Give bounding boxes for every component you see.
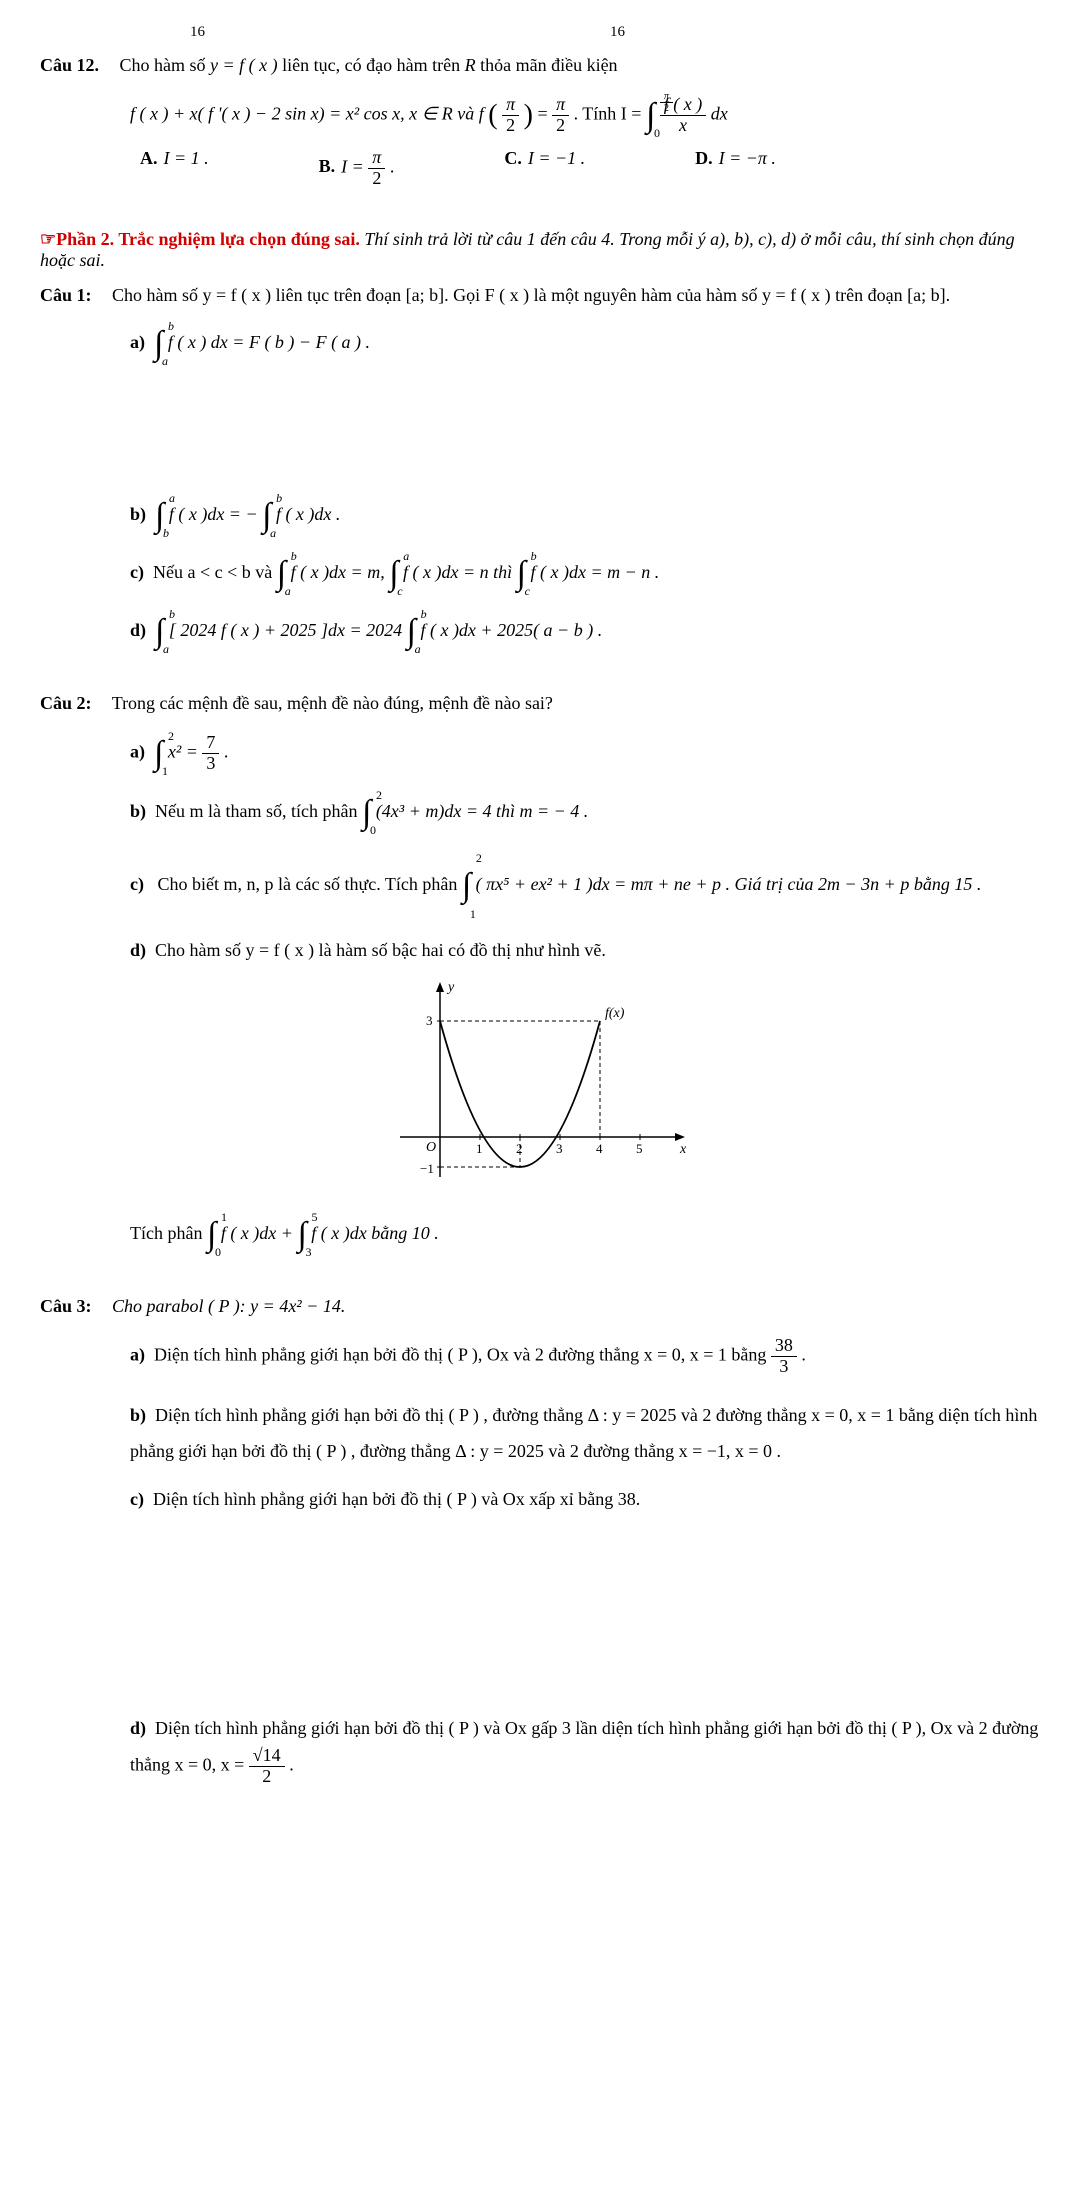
eq-sign: = — [537, 104, 552, 124]
c2-a: a) ∫21 x² = 73 . — [130, 733, 1040, 774]
c3: Câu 3: Cho parabol ( P ): y = 4x² − 14. — [40, 1290, 1040, 1322]
c1-a: a) ∫ba f ( x ) dx = F ( b ) − F ( a ) . — [130, 325, 1040, 363]
q12-optC: C.I = −1 . — [504, 148, 585, 189]
q12-options: A.I = 1 . B.I = π2 . C.I = −1 . D.I = −π… — [140, 148, 1040, 189]
svg-text:x: x — [679, 1142, 687, 1157]
q12-dx: dx — [711, 104, 728, 124]
frac-pi2-2: π2 — [552, 95, 569, 136]
graph: y x O 1 2 3 4 5 3 −1 f(x) — [40, 977, 1040, 1202]
c2-label: Câu 2: — [40, 693, 92, 713]
phan2-header: ☞Phần 2. Trắc nghiệm lựa chọn đúng sai. … — [40, 229, 1040, 271]
c2-text: Trong các mệnh đề sau, mệnh đề nào đúng,… — [112, 693, 553, 713]
top-row: 16 16 — [40, 20, 1040, 41]
rparen: ) — [524, 100, 533, 131]
svg-text:3: 3 — [556, 1141, 563, 1156]
c2-c: c) Cho biết m, n, p là các số thực. Tích… — [130, 852, 1040, 920]
c2-tichphan: Tích phân ∫10 f ( x )dx + ∫53 f ( x )dx … — [130, 1216, 1040, 1254]
lparen: ( — [488, 100, 497, 131]
c1-text: Cho hàm số y = f ( x ) liên tục trên đoạ… — [112, 285, 950, 305]
q12-text3: thỏa mãn điều kiện — [480, 55, 617, 75]
c1-b: b) ∫ab f ( x )dx = − ∫ba f ( x )dx . — [130, 497, 1040, 535]
c3-c: c) Diện tích hình phẳng giới hạn bởi đồ … — [130, 1489, 1040, 1510]
svg-text:f(x): f(x) — [605, 1006, 625, 1021]
c1: Câu 1: Cho hàm số y = f ( x ) liên tục t… — [40, 279, 1040, 311]
c3-text: Cho parabol ( P ): y = 4x² − 14. — [112, 1296, 345, 1316]
svg-text:y: y — [446, 980, 455, 995]
q12-optB: B.I = π2 . — [319, 148, 395, 189]
int-c1a: ∫ba — [154, 325, 163, 363]
c3-b: b) Diện tích hình phẳng giới hạn bởi đồ … — [130, 1397, 1040, 1469]
svg-text:3: 3 — [426, 1013, 433, 1028]
top-16-left: 16 — [190, 24, 205, 40]
q12-text1: Cho hàm số — [120, 55, 211, 75]
q12-R: R — [465, 55, 476, 75]
frac-pi2-1: π2 — [502, 95, 519, 136]
integral-q12: ∫ π2 0 — [646, 97, 655, 135]
q12-label: Câu 12. — [40, 55, 99, 75]
c3-label: Câu 3: — [40, 1296, 92, 1316]
q12-line2: f ( x ) + x( f '( x ) − 2 sin x) = x² co… — [130, 95, 1040, 136]
c2-b: b) Nếu m là tham số, tích phân ∫20 (4x³ … — [130, 794, 1040, 832]
svg-text:2: 2 — [516, 1141, 523, 1156]
q12-text2: liên tục, có đạo hàm trên — [282, 55, 464, 75]
c3-d: d) Diện tích hình phẳng giới hạn bởi đồ … — [130, 1710, 1040, 1787]
q12-optA: A.I = 1 . — [140, 148, 209, 189]
q12-line2a: f ( x ) + x( f '( x ) − 2 sin x) = x² co… — [130, 104, 484, 124]
c1-c: c) Nếu a < c < b và ∫ba f ( x )dx = m, ∫… — [130, 555, 1040, 593]
c3-a: a) Diện tích hình phẳng giới hạn bởi đồ … — [130, 1336, 1040, 1377]
c2: Câu 2: Trong các mệnh đề sau, mệnh đề nà… — [40, 687, 1040, 719]
graph-svg: y x O 1 2 3 4 5 3 −1 f(x) — [380, 977, 700, 1197]
svg-text:5: 5 — [636, 1141, 643, 1156]
q12: Câu 12. Cho hàm số y = f ( x ) liên tục,… — [40, 49, 1040, 81]
top-16-right: 16 — [610, 24, 625, 40]
c1-d: d) ∫ba [ 2024 f ( x ) + 2025 ]dx = 2024 … — [130, 613, 1040, 651]
q12-line2c: . Tính I = — [574, 104, 646, 124]
q12-eq1: y = f ( x ) — [210, 55, 278, 75]
svg-text:−1: −1 — [420, 1161, 434, 1176]
svg-text:O: O — [426, 1140, 436, 1155]
q12-optD: D.I = −π . — [695, 148, 776, 189]
svg-text:1: 1 — [476, 1141, 483, 1156]
c2-d: d) Cho hàm số y = f ( x ) là hàm số bậc … — [130, 940, 1040, 961]
phan2-title: ☞Phần 2. Trắc nghiệm lựa chọn đúng sai. — [40, 229, 360, 249]
svg-text:4: 4 — [596, 1141, 603, 1156]
c1-label: Câu 1: — [40, 285, 92, 305]
